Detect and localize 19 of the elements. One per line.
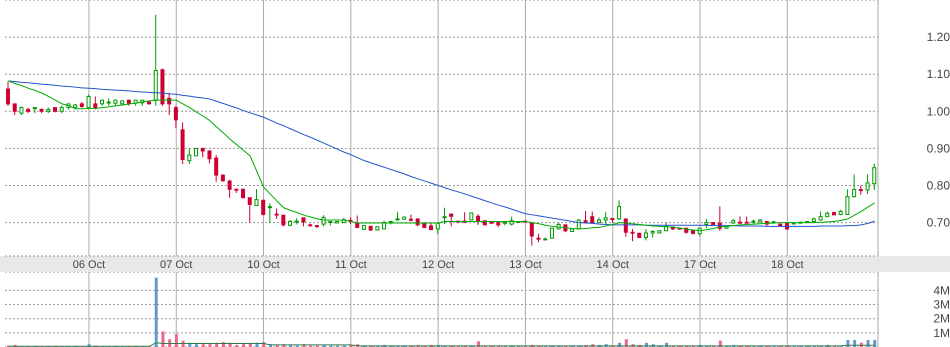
x-tick-label: 06 Oct: [72, 259, 106, 271]
x-tick-label: 14 Oct: [596, 259, 629, 271]
x-tick-label: 07 Oct: [160, 259, 192, 271]
y-tick-label: 1.20: [926, 30, 950, 44]
y-tick-label: 0.90: [926, 141, 950, 156]
x-tick-label: 13 Oct: [509, 259, 542, 271]
x-tick-label: 12 Oct: [422, 259, 454, 271]
y-tick-label: 1.00: [926, 104, 950, 118]
y-tick-label: 0.80: [926, 178, 950, 193]
y-tick-label: 3M: [933, 298, 950, 312]
y-tick-label: 1M: [933, 326, 950, 340]
x-tick-label: 17 Oct: [684, 259, 716, 271]
x-tick-label: 10 Oct: [247, 259, 280, 271]
y-tick-label: 2M: [933, 312, 950, 326]
x-tick-label: 11 Oct: [335, 259, 367, 271]
y-tick-label: 1.10: [926, 67, 950, 82]
y-tick-label: 0.70: [926, 216, 950, 230]
x-tick-label: 18 Oct: [771, 259, 804, 271]
y-tick-label: 4M: [933, 283, 950, 298]
